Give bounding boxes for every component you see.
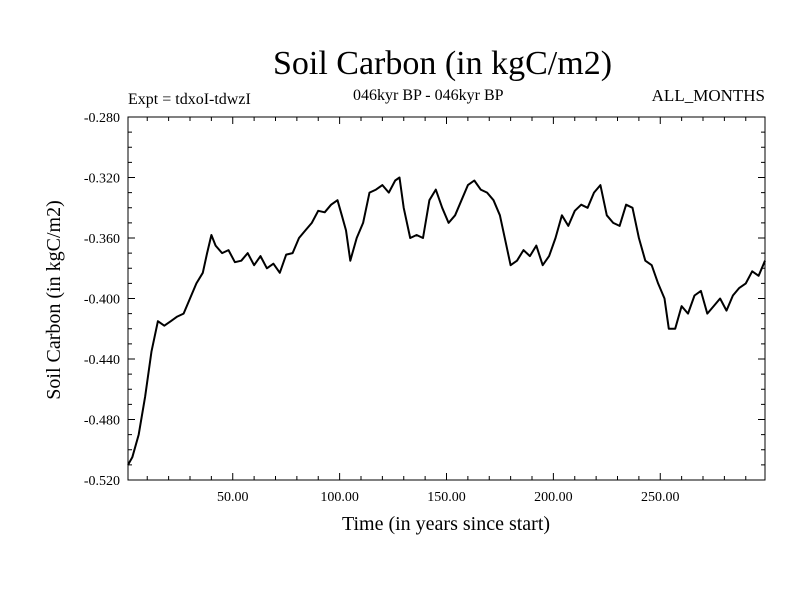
experiment-label: Expt = tdxoI-tdwzI	[128, 91, 251, 108]
y-tick-label: -0.360	[84, 232, 120, 247]
x-tick-labels: 50.00 100.00 150.00 200.00 250.00	[217, 490, 680, 505]
y-axis-title: Soil Carbon (in kgC/m2)	[43, 200, 65, 399]
period-label: 046kyr BP - 046kyr BP	[353, 87, 504, 104]
x-tick-label: 200.00	[534, 490, 573, 505]
y-tick-label: -0.280	[84, 111, 120, 126]
y-tick-label: -0.520	[84, 474, 120, 489]
y-tick-label: -0.440	[84, 353, 120, 368]
x-axis-title: Time (in years since start)	[342, 513, 550, 535]
x-tick-label: 150.00	[427, 490, 466, 505]
series-layer	[127, 176, 766, 466]
axis-ticks	[128, 116, 765, 481]
y-tick-label: -0.480	[84, 414, 120, 429]
x-tick-label: 100.00	[320, 490, 359, 505]
y-tick-label: -0.400	[84, 293, 120, 308]
x-tick-label: 250.00	[641, 490, 680, 505]
x-tick-label: 50.00	[217, 490, 249, 505]
y-tick-labels: -0.280 -0.320 -0.360 -0.400 -0.440 -0.480 -0.5…	[84, 111, 120, 489]
y-tick-label: -0.320	[84, 172, 120, 187]
plot-frame	[127, 116, 766, 481]
series-line	[127, 176, 766, 466]
season-label: ALL_MONTHS	[651, 86, 765, 105]
chart-title: Soil Carbon (in kgC/m2)	[272, 45, 613, 82]
